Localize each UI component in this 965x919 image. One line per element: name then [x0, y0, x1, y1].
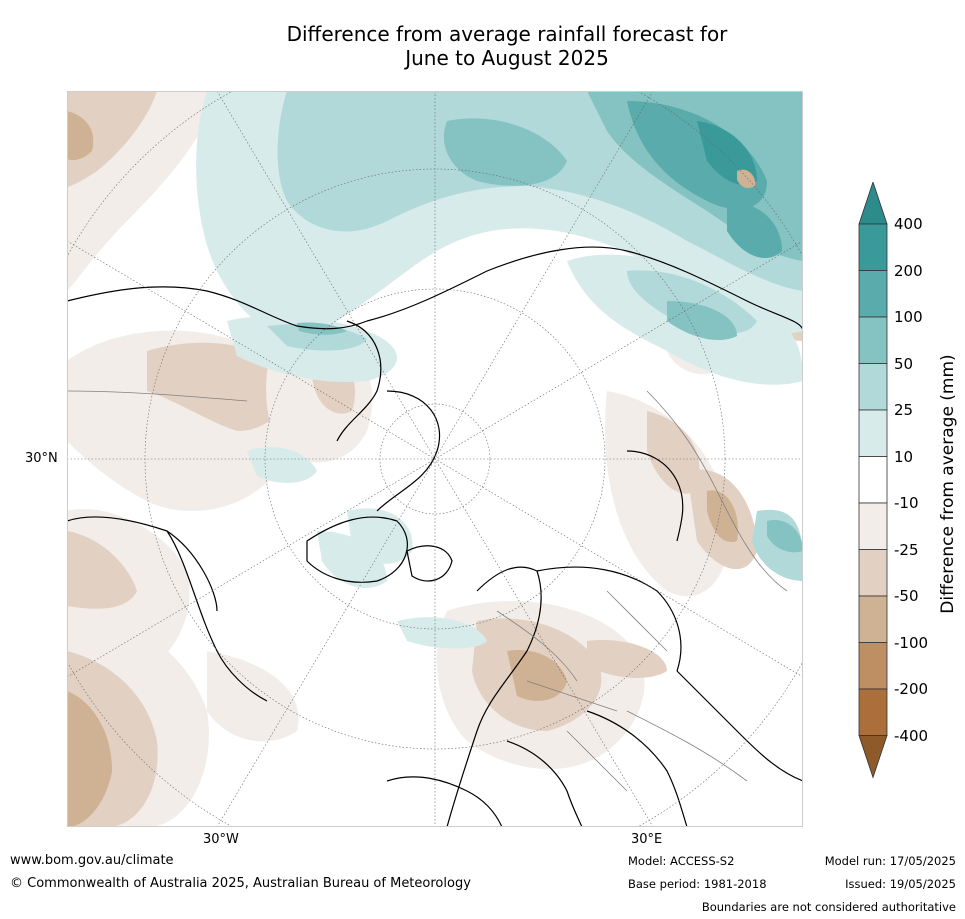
map-title: Difference from average rainfall forecas… — [67, 22, 947, 70]
model-run-date: Model run: 17/05/2025 — [824, 854, 956, 868]
colorbar-tick-label: 10 — [894, 447, 914, 466]
colorbar-swatch — [858, 502, 888, 550]
lat-label-30n: 30°N — [25, 451, 58, 466]
rainfall-map — [67, 91, 803, 827]
colorbar-swatch — [858, 223, 888, 271]
colorbar-extend-top — [858, 182, 888, 225]
colorbar-swatch — [858, 595, 888, 643]
copyright-text: © Commonwealth of Australia 2025, Austra… — [10, 876, 471, 891]
colorbar-tick-label: -400 — [894, 726, 929, 745]
colorbar-swatch — [858, 409, 888, 457]
website-link[interactable]: www.bom.gov.au/climate — [10, 853, 174, 868]
colorbar-swatch — [858, 270, 888, 318]
colorbar-swatch — [858, 549, 888, 597]
model-name: Model: ACCESS-S2 — [628, 854, 735, 868]
base-period: Base period: 1981-2018 — [628, 877, 767, 891]
colorbar-tick-label: 50 — [894, 354, 914, 373]
colorbar-tick-label: 200 — [894, 261, 923, 280]
colorbar-swatch — [858, 642, 888, 690]
colorbar-title: Difference from average (mm) — [938, 354, 958, 614]
colorbar-tick-label: 100 — [894, 308, 923, 326]
colorbar-swatch — [858, 363, 888, 411]
lon-label-30w: 30°W — [203, 832, 239, 847]
colorbar-swatches — [858, 182, 888, 779]
wet-anomaly-regions — [196, 91, 803, 649]
colorbar-tick-label: -10 — [894, 494, 919, 512]
graticule — [67, 91, 803, 827]
colorbar-tick-label: -100 — [894, 633, 929, 652]
colorbar-tick-label: -200 — [894, 680, 929, 698]
colorbar-tick-label: -50 — [894, 587, 919, 605]
colorbar-tick-label: 25 — [894, 401, 914, 419]
title-line-1: Difference from average rainfall forecas… — [286, 22, 728, 46]
issued-date: Issued: 19/05/2025 — [845, 877, 956, 891]
boundary-disclaimer: Boundaries are not considered authoritat… — [701, 900, 956, 914]
colorbar-extend-bottom — [858, 735, 888, 779]
borders — [67, 390, 788, 792]
colorbar-swatch — [858, 316, 888, 364]
colorbar-swatch — [858, 688, 888, 736]
colorbar-swatch — [858, 456, 888, 504]
colorbar-tick-label: 400 — [894, 215, 923, 233]
coastlines — [67, 246, 803, 827]
lon-label-30e: 30°E — [631, 832, 663, 847]
colorbar-tick-label: -25 — [894, 540, 919, 559]
title-line-2: June to August 2025 — [405, 46, 609, 70]
